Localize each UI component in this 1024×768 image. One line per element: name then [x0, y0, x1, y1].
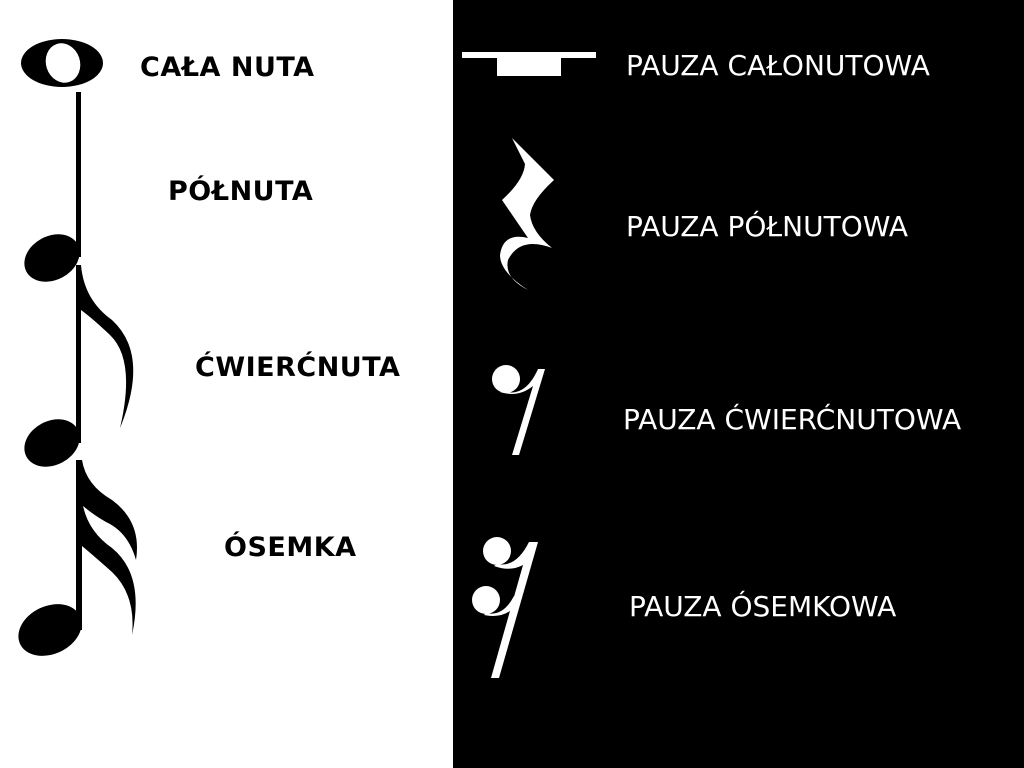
whole-rest-label: PAUZA CAŁONUTOWA [626, 49, 930, 82]
rests-panel [453, 0, 1024, 768]
whole-note-label: CAŁA NUTA [140, 52, 315, 83]
whole-note-icon [21, 39, 103, 87]
quarter-note-icon [24, 265, 134, 467]
quarter-note-label: ĆWIERĆNUTA [195, 352, 401, 383]
eighth-note-icon [18, 460, 137, 656]
quarter-rest-label: PAUZA ĆWIERĆNUTOWA [623, 403, 962, 436]
half-rest-label: PAUZA PÓŁNUTOWA [626, 210, 909, 243]
half-note-label: PÓŁNUTA [168, 176, 314, 207]
half-note-icon [24, 92, 81, 282]
quarter-rest-icon [492, 365, 545, 455]
eighth-rest-icon [472, 537, 538, 678]
eighth-note-label: ÓSEMKA [224, 532, 357, 563]
eighth-rest-label: PAUZA ÓSEMKOWA [629, 590, 897, 623]
whole-rest-icon [462, 52, 596, 76]
half-rest-icon [500, 138, 554, 290]
